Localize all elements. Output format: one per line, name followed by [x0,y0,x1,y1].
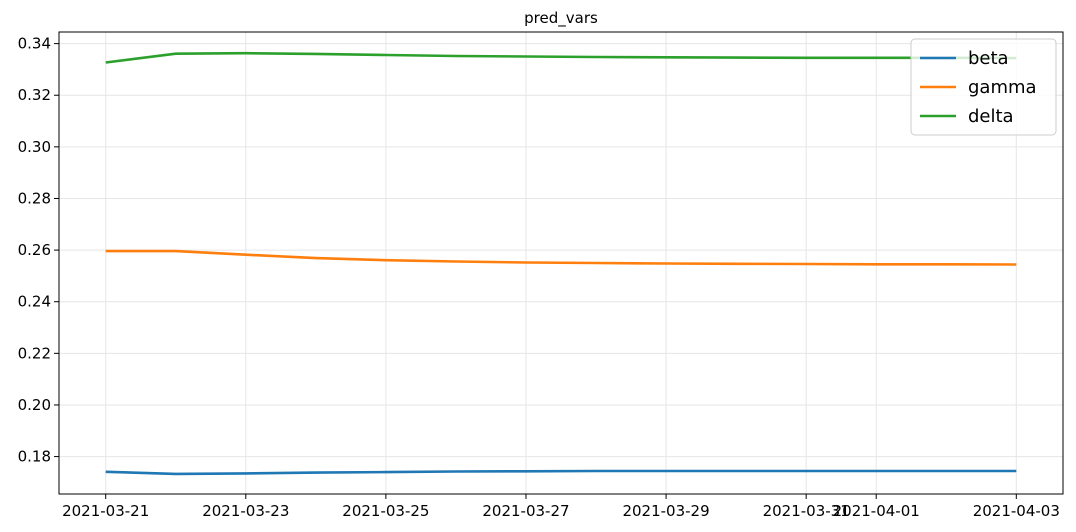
chart-title: pred_vars [524,9,598,28]
y-tick-label: 0.32 [18,86,51,104]
series-lines [105,51,1017,476]
x-tick-label: 2021-03-23 [202,502,289,520]
x-tick-label: 2021-03-21 [62,502,149,520]
legend-label-gamma: gamma [968,77,1037,98]
y-tick-label: 0.34 [18,35,51,53]
legend-label-delta: delta [968,106,1014,127]
y-tick-label: 0.22 [18,344,51,362]
series-line-gamma [105,249,1017,266]
y-tick-label: 0.26 [18,241,51,259]
legend: beta gamma delta [910,38,1057,136]
y-axis: 0.18 0.20 0.22 0.24 0.26 0.28 0.30 0.32 0.34 [18,35,59,466]
y-tick-label: 0.18 [18,448,51,466]
x-tick-label: 2021-04-01 [833,502,920,520]
y-tick-label: 0.20 [18,396,51,414]
y-tick-label: 0.28 [18,189,51,207]
x-tick-label: 2021-03-25 [342,502,429,520]
series-line-delta [105,51,1017,64]
legend-box [910,38,1057,136]
x-tick-label: 2021-03-29 [622,502,709,520]
legend-label-beta: beta [968,48,1009,69]
x-axis: 2021-03-21 2021-03-23 2021-03-25 2021-03-27… [62,494,1060,520]
y-tick-label: 0.24 [18,293,51,311]
x-tick-label: 2021-03-31 [763,502,850,520]
x-tick-label: 2021-04-03 [973,502,1060,520]
plot-frame [58,31,1064,495]
x-tick-label: 2021-03-27 [482,502,569,520]
y-tick-label: 0.30 [18,138,51,156]
series-line-beta [105,469,1017,476]
